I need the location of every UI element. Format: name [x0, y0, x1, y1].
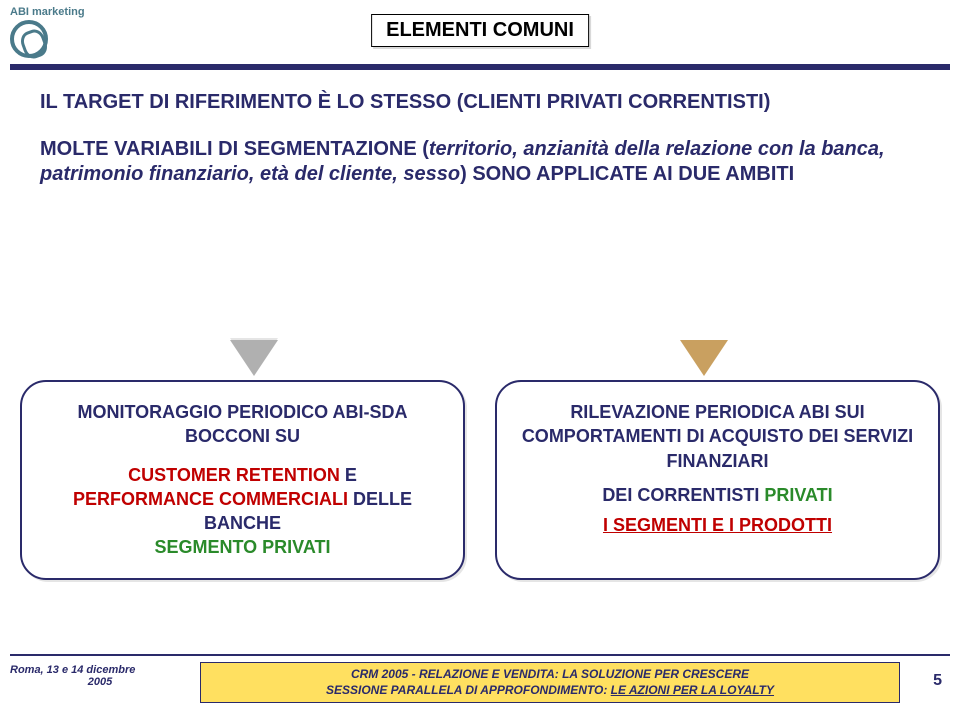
left-performance: PERFORMANCE COMMERCIALI: [73, 489, 348, 509]
body-text: IL TARGET DI RIFERIMENTO È LO STESSO (CL…: [40, 90, 920, 193]
divider-top: [10, 64, 950, 70]
right-line-1: RILEVAZIONE PERIODICA ABI SUI COMPORTAME…: [513, 400, 922, 473]
left-line-3: PERFORMANCE COMMERCIALI DELLE BANCHE: [38, 487, 447, 536]
footer-line-2: SESSIONE PARALLELA DI APPROFONDIMENTO: L…: [209, 683, 891, 699]
footer-line-2b: LE AZIONI PER LA LOYALTY: [611, 683, 774, 697]
page-number: 5: [933, 672, 942, 690]
right-correntisti: DEI CORRENTISTI: [602, 485, 764, 505]
left-line-2: CUSTOMER RETENTION E: [38, 463, 447, 487]
paragraph-1: IL TARGET DI RIFERIMENTO È LO STESSO (CL…: [40, 90, 920, 115]
left-box: MONITORAGGIO PERIODICO ABI-SDA BOCCONI S…: [20, 380, 465, 580]
paragraph-2: MOLTE VARIABILI DI SEGMENTAZIONE (territ…: [40, 137, 920, 187]
left-line-1: MONITORAGGIO PERIODICO ABI-SDA BOCCONI S…: [38, 400, 447, 449]
right-line-3: I SEGMENTI E I PRODOTTI: [513, 513, 922, 537]
slide-title: ELEMENTI COMUNI: [371, 14, 589, 47]
footer-line-1: CRM 2005 - RELAZIONE E VENDITA: LA SOLUZ…: [209, 667, 891, 683]
left-retention: CUSTOMER RETENTION: [128, 465, 340, 485]
right-privati: PRIVATI: [764, 485, 832, 505]
logo-icon: [10, 20, 48, 58]
footer-date: Roma, 13 e 14 dicembre 2005: [10, 664, 190, 688]
brand-label: ABI marketing: [10, 6, 85, 18]
left-line-4: SEGMENTO PRIVATI: [38, 535, 447, 559]
arrow-down-right-icon: [680, 340, 728, 376]
p2-lead: MOLTE VARIABILI DI SEGMENTAZIONE (: [40, 138, 429, 160]
footer-date-2: 2005: [10, 676, 190, 688]
right-line-2: DEI CORRENTISTI PRIVATI: [513, 483, 922, 507]
info-boxes: MONITORAGGIO PERIODICO ABI-SDA BOCCONI S…: [20, 380, 940, 580]
footer-date-1: Roma, 13 e 14 dicembre: [10, 664, 190, 676]
footer: Roma, 13 e 14 dicembre 2005 CRM 2005 - R…: [0, 654, 960, 716]
divider-bottom: [10, 654, 950, 656]
right-box: RILEVAZIONE PERIODICA ABI SUI COMPORTAME…: [495, 380, 940, 580]
header: ABI marketing: [10, 6, 85, 58]
p2-tail: ) SONO APPLICATE AI DUE AMBITI: [460, 163, 794, 185]
footer-banner: CRM 2005 - RELAZIONE E VENDITA: LA SOLUZ…: [200, 662, 900, 703]
footer-line-2a: SESSIONE PARALLELA DI APPROFONDIMENTO:: [326, 683, 611, 697]
arrow-down-left-icon: [230, 340, 278, 376]
left-and: E: [340, 465, 357, 485]
